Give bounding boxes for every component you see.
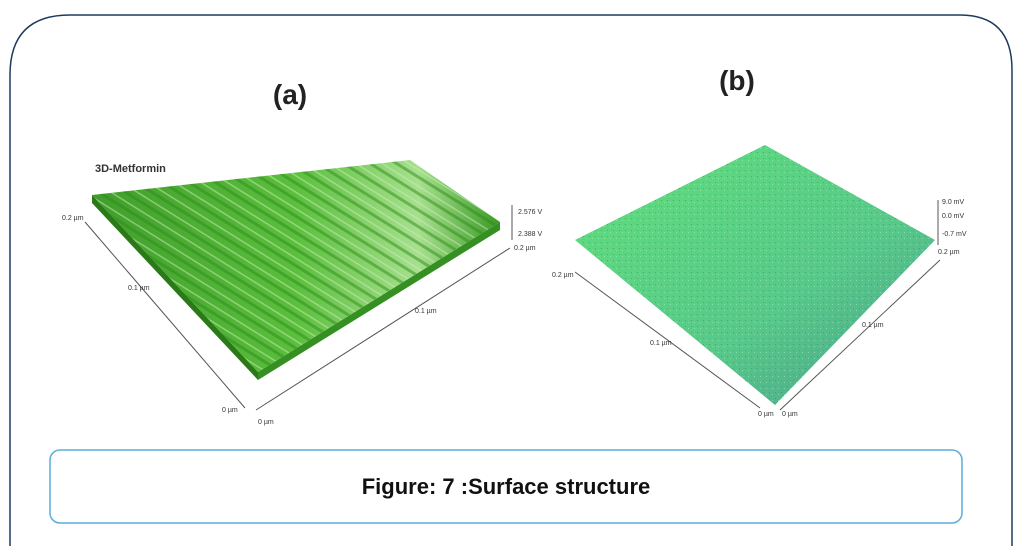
axis-label: 0.1 µm [415, 308, 437, 315]
panel-a: (a) 3D-Metformin 0.2 µm 0.1 µm 0 µm 0 µm… [62, 79, 542, 426]
frame [9, 14, 1013, 546]
axis [255, 247, 511, 411]
axis [574, 271, 761, 409]
axis-label: -0.7 mV [942, 231, 967, 238]
caption-box [49, 449, 963, 524]
axis-label: 0.2 µm [938, 249, 960, 256]
axis-label: 2.576 V [518, 209, 542, 216]
panel-b: (b) 0.2 µm 0.1 µm 0 µm 0 µm 0.1 µm 0.2 µ… [552, 65, 967, 418]
axis-label: 2.388 V [518, 231, 542, 238]
axis-label: 0 µm [258, 419, 274, 426]
axis-label: 0 µm [758, 411, 774, 418]
surface-edge [258, 222, 500, 380]
axis [779, 259, 941, 411]
axis-label: 0.1 µm [128, 285, 150, 292]
axis-label: 0.2 µm [514, 245, 536, 252]
axis-label: 0 µm [222, 407, 238, 414]
panel-label: (b) [719, 65, 755, 96]
axis [84, 221, 246, 409]
axis-label: 0.1 µm [862, 322, 884, 329]
axis-label: 0.2 µm [62, 215, 84, 222]
axis-label: 0.2 µm [552, 272, 574, 279]
surface-texture [92, 160, 500, 372]
axis-label: 9.0 mV [942, 199, 965, 206]
axis-label: 0.0 mV [942, 213, 965, 220]
axis-label: 0 µm [782, 411, 798, 418]
surface-texture [575, 145, 935, 405]
surface-edge [92, 195, 258, 380]
panel-title: 3D-Metformin [95, 163, 166, 175]
axis-label: 0.1 µm [650, 340, 672, 347]
caption: Figure: 7 :Surface structure [362, 474, 651, 499]
panel-label: (a) [273, 79, 307, 110]
